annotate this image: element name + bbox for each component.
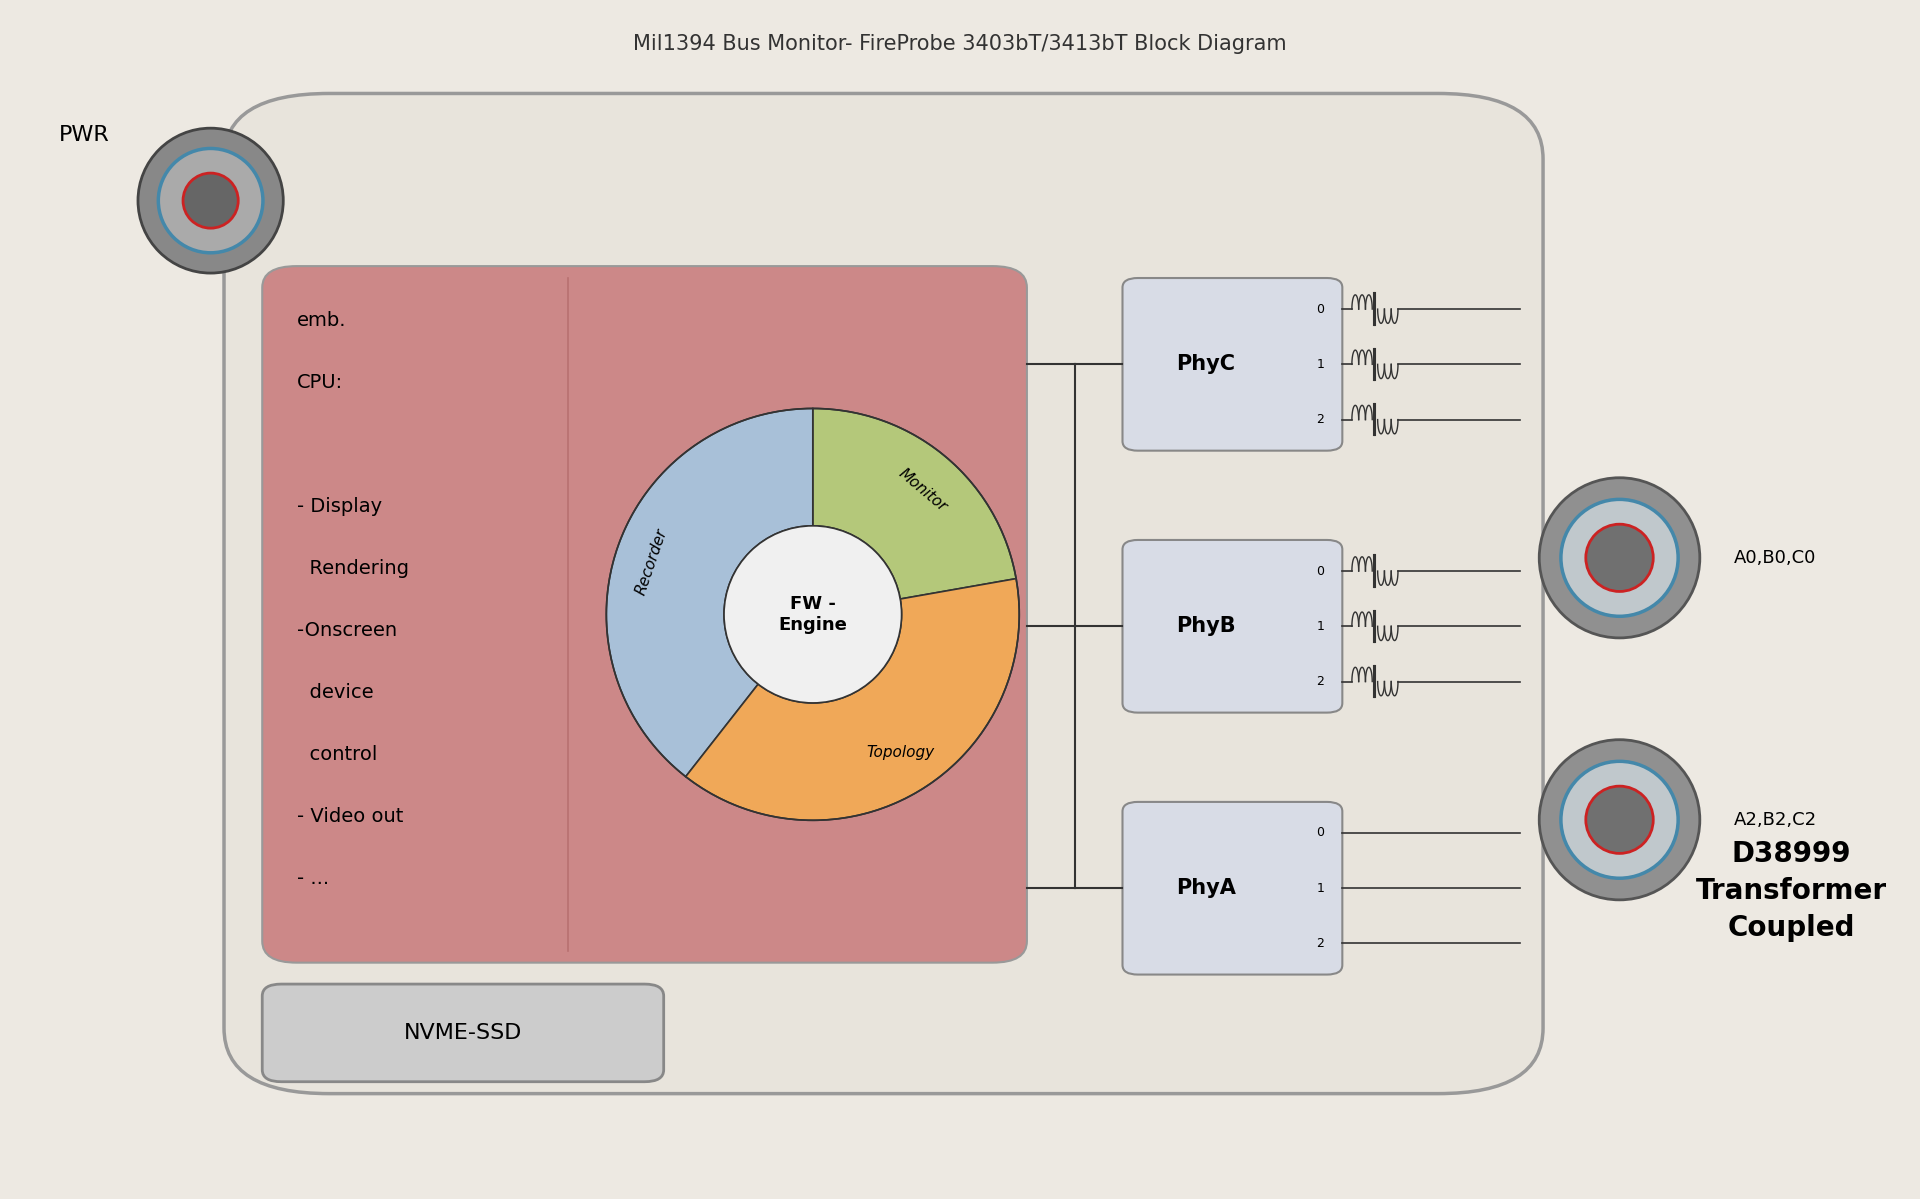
FancyBboxPatch shape bbox=[1123, 278, 1342, 451]
Text: A0,B0,C0: A0,B0,C0 bbox=[1734, 549, 1816, 567]
Ellipse shape bbox=[1540, 740, 1699, 900]
FancyBboxPatch shape bbox=[1123, 802, 1342, 975]
Ellipse shape bbox=[1540, 477, 1699, 638]
Polygon shape bbox=[812, 409, 1016, 600]
Text: 0: 0 bbox=[1317, 302, 1325, 315]
Text: - ...: - ... bbox=[298, 868, 328, 887]
Polygon shape bbox=[685, 579, 1020, 820]
Text: 2: 2 bbox=[1317, 414, 1325, 426]
Text: CPU:: CPU: bbox=[298, 373, 344, 392]
Text: control: control bbox=[298, 745, 376, 764]
Text: Monitor: Monitor bbox=[895, 466, 950, 516]
Text: NVME-SSD: NVME-SSD bbox=[403, 1023, 522, 1043]
Text: device: device bbox=[298, 683, 372, 701]
Text: Mil1394 Bus Monitor- FireProbe 3403bT/3413bT Block Diagram: Mil1394 Bus Monitor- FireProbe 3403bT/34… bbox=[634, 34, 1286, 54]
Text: 2: 2 bbox=[1317, 936, 1325, 950]
Text: - Display: - Display bbox=[298, 498, 382, 516]
Text: - Video out: - Video out bbox=[298, 807, 403, 826]
Ellipse shape bbox=[724, 526, 902, 703]
Ellipse shape bbox=[1586, 787, 1653, 854]
Text: PWR: PWR bbox=[58, 125, 109, 145]
Text: PhyA: PhyA bbox=[1177, 878, 1236, 898]
Text: D38999
Transformer
Coupled: D38999 Transformer Coupled bbox=[1695, 840, 1887, 942]
Text: 1: 1 bbox=[1317, 881, 1325, 894]
Text: Rendering: Rendering bbox=[298, 559, 409, 578]
Text: 0: 0 bbox=[1317, 565, 1325, 578]
Text: 1: 1 bbox=[1317, 357, 1325, 370]
Ellipse shape bbox=[1561, 761, 1678, 878]
Text: A2,B2,C2: A2,B2,C2 bbox=[1734, 811, 1818, 829]
Text: 2: 2 bbox=[1317, 675, 1325, 688]
Text: 0: 0 bbox=[1317, 826, 1325, 839]
FancyBboxPatch shape bbox=[263, 984, 664, 1081]
Ellipse shape bbox=[1586, 524, 1653, 591]
Text: PhyC: PhyC bbox=[1177, 355, 1236, 374]
Text: FW -
Engine: FW - Engine bbox=[778, 595, 847, 634]
Ellipse shape bbox=[138, 128, 284, 273]
Text: PhyB: PhyB bbox=[1177, 616, 1236, 637]
FancyBboxPatch shape bbox=[263, 266, 1027, 963]
FancyBboxPatch shape bbox=[225, 94, 1544, 1093]
Text: Topology: Topology bbox=[866, 746, 935, 760]
Polygon shape bbox=[607, 409, 812, 777]
Text: 1: 1 bbox=[1317, 620, 1325, 633]
Text: -Onscreen: -Onscreen bbox=[298, 621, 397, 640]
FancyBboxPatch shape bbox=[1123, 540, 1342, 712]
Text: emb.: emb. bbox=[298, 312, 346, 331]
Text: Recorder: Recorder bbox=[634, 526, 670, 597]
Ellipse shape bbox=[157, 149, 263, 253]
Ellipse shape bbox=[1561, 499, 1678, 616]
Ellipse shape bbox=[182, 173, 238, 228]
